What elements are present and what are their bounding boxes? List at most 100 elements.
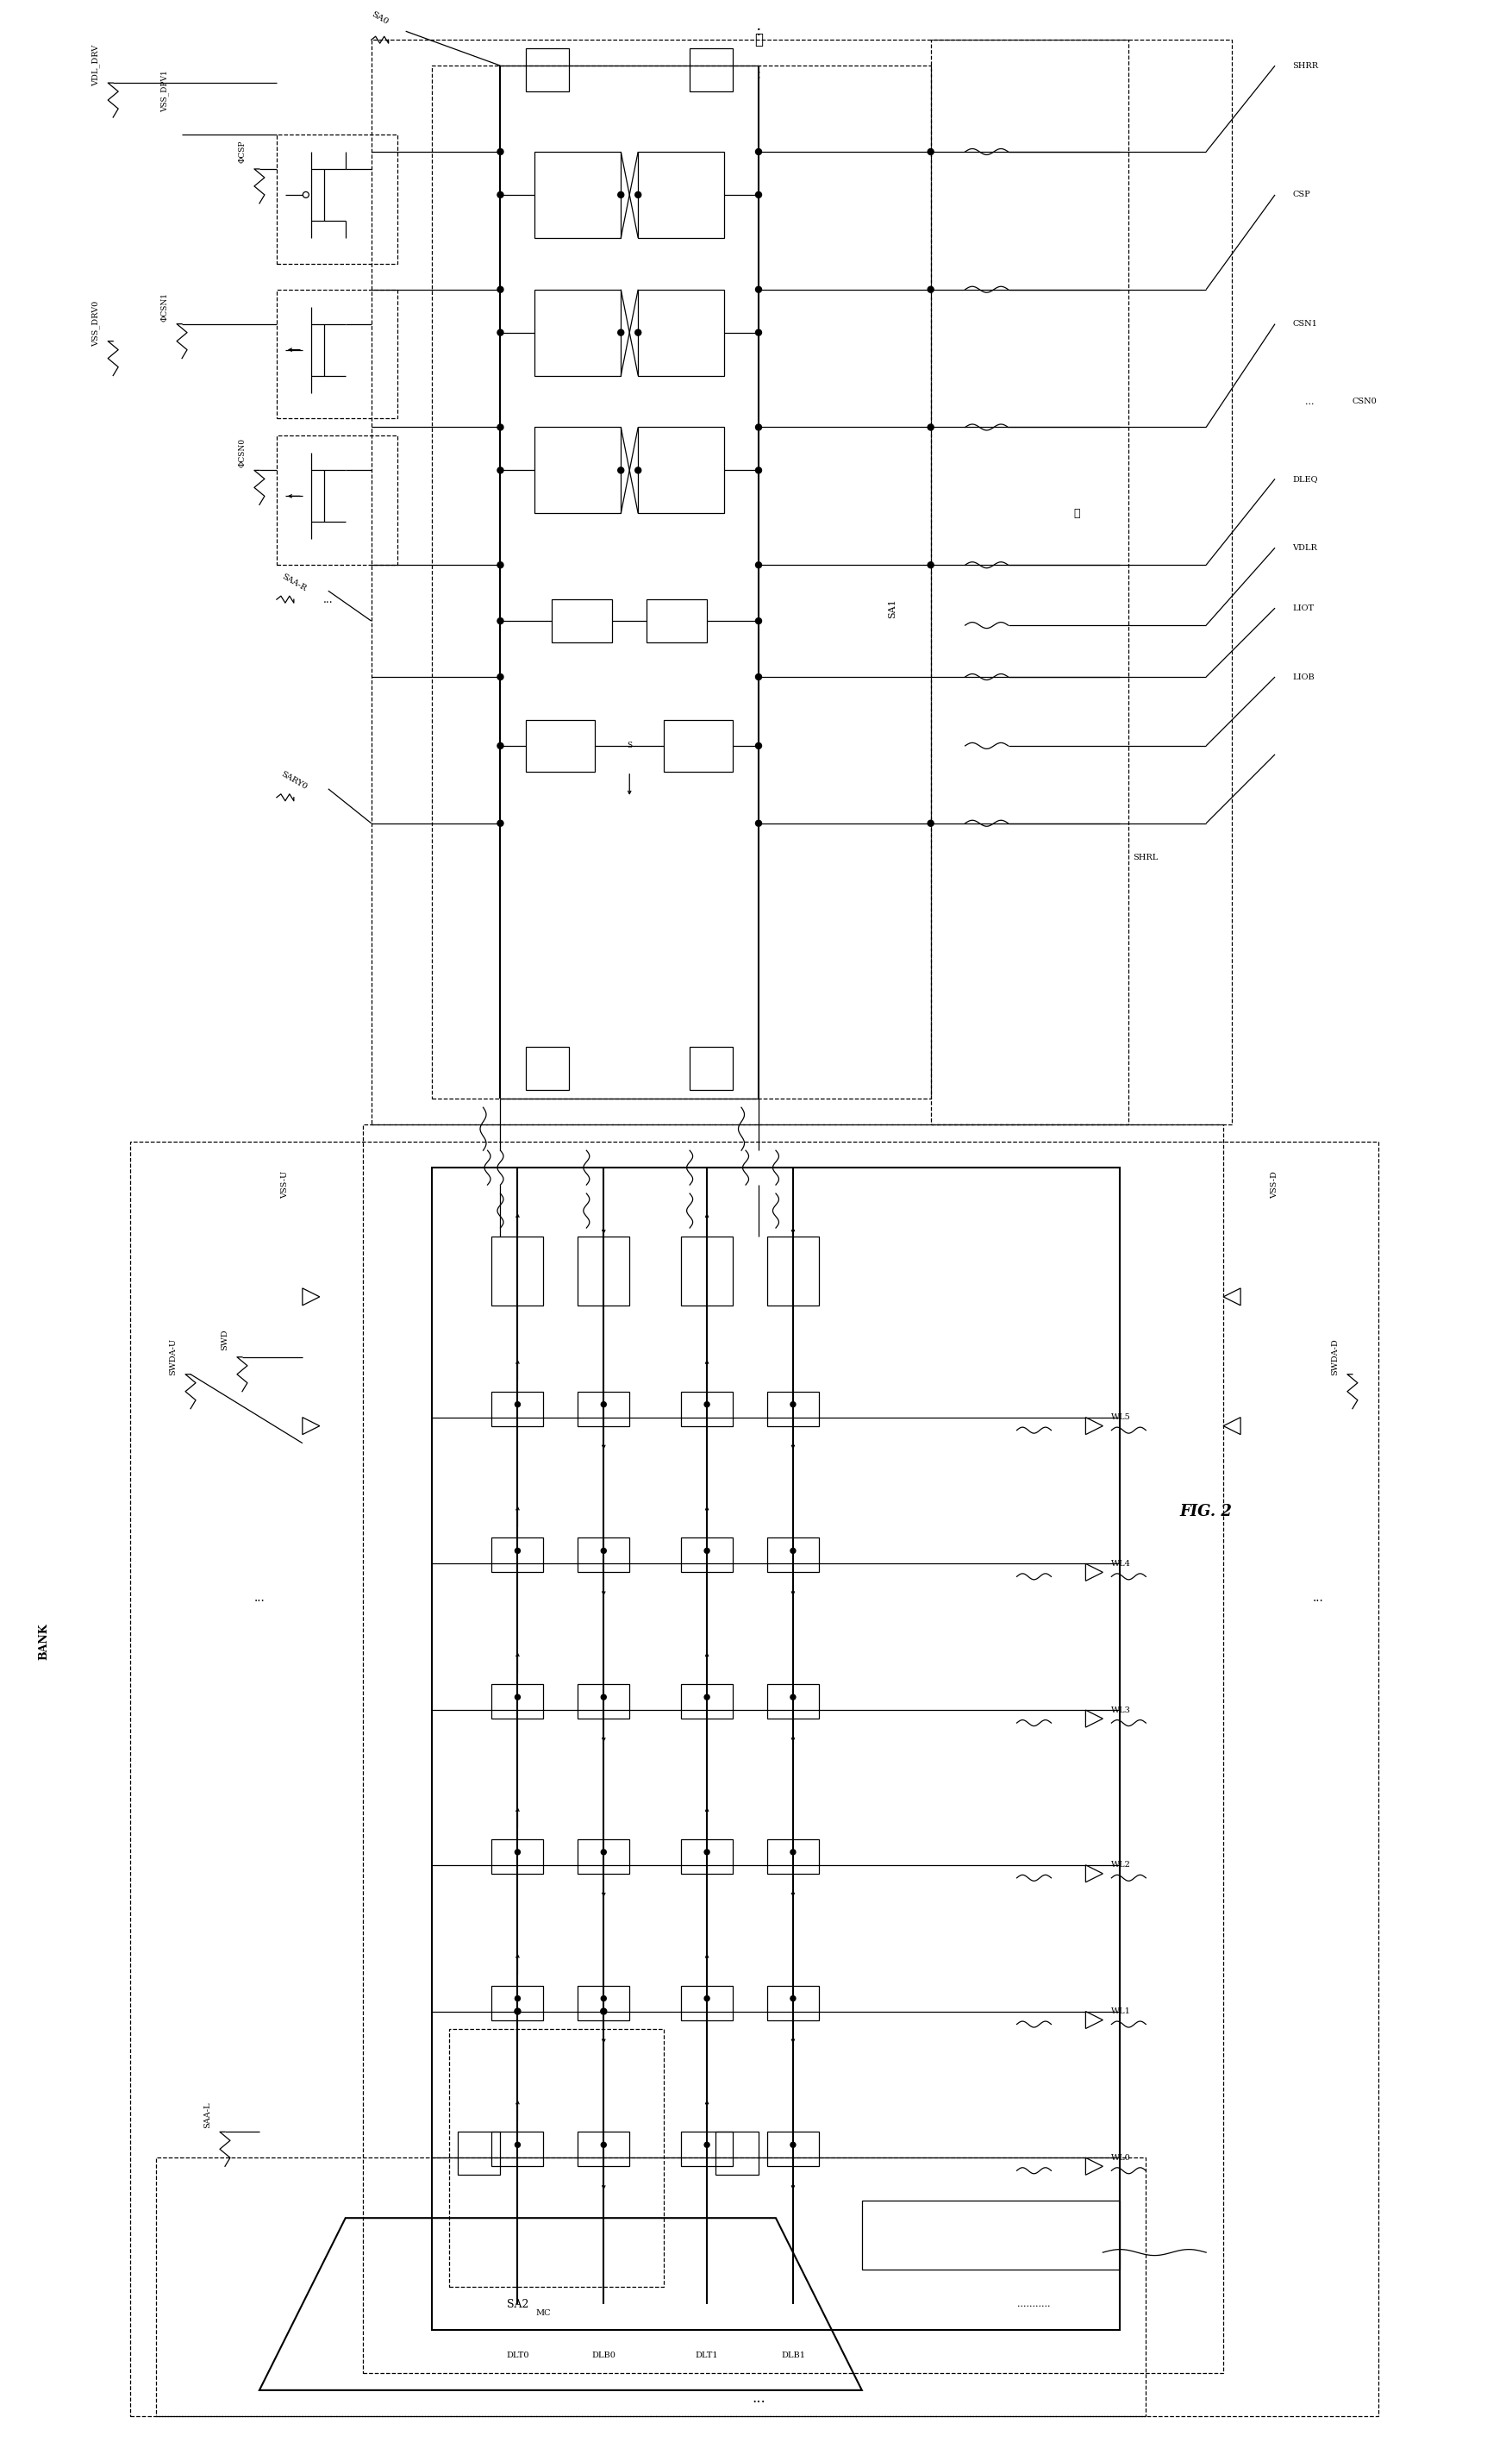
Text: CSP: CSP (1293, 192, 1309, 199)
Circle shape (756, 285, 762, 293)
Bar (130, 1142, 1379, 2417)
Circle shape (618, 192, 624, 197)
Circle shape (635, 468, 641, 473)
Circle shape (516, 1548, 520, 1553)
Circle shape (928, 561, 934, 568)
Text: ΦCSN0: ΦCSN0 (239, 438, 246, 468)
Bar (578, 1235, 629, 1304)
Text: DLEQ: DLEQ (1293, 475, 1317, 482)
Text: WL5: WL5 (1111, 1413, 1131, 1420)
Bar (680, 1235, 733, 1304)
Text: BANK: BANK (39, 1622, 50, 1659)
Bar (363, 1125, 1223, 2372)
Bar (680, 1390, 733, 1425)
Text: SHRL: SHRL (1132, 854, 1158, 861)
Text: SWD: SWD (221, 1329, 228, 1351)
Circle shape (600, 2008, 606, 2016)
Text: CSN1: CSN1 (1293, 320, 1317, 327)
Circle shape (602, 1696, 606, 1701)
Circle shape (705, 1548, 709, 1553)
Circle shape (602, 2141, 606, 2148)
Circle shape (516, 1696, 520, 1701)
Bar (526, 721, 596, 773)
Bar (491, 1838, 543, 1873)
Text: SA0: SA0 (370, 10, 390, 27)
Circle shape (756, 561, 762, 568)
Circle shape (602, 1403, 606, 1408)
Text: WL1: WL1 (1111, 2008, 1131, 2016)
Circle shape (928, 285, 934, 293)
Bar (491, 1390, 543, 1425)
Circle shape (756, 618, 762, 625)
Bar (767, 1235, 820, 1304)
Circle shape (791, 1851, 795, 1856)
Text: ...: ... (751, 2392, 765, 2407)
Bar (552, 600, 612, 642)
Circle shape (928, 148, 934, 155)
Bar (491, 1986, 543, 2020)
Bar (491, 1235, 543, 1304)
Bar (156, 2158, 1146, 2417)
Text: ΦCSN1: ΦCSN1 (160, 293, 169, 322)
Circle shape (497, 674, 503, 679)
Circle shape (756, 743, 762, 748)
Text: SA2: SA2 (507, 2299, 529, 2311)
Bar (491, 1683, 543, 1718)
Circle shape (756, 674, 762, 679)
Text: SARY0: SARY0 (280, 770, 308, 790)
Bar (689, 1046, 733, 1090)
Circle shape (497, 148, 503, 155)
Text: WL2: WL2 (1111, 1861, 1131, 1868)
Text: ...: ... (1312, 1592, 1323, 1605)
Bar (689, 49, 733, 91)
Text: SWDA-D: SWDA-D (1332, 1339, 1340, 1376)
Circle shape (602, 1851, 606, 1856)
Text: DLT0: DLT0 (507, 2353, 529, 2360)
Circle shape (497, 468, 503, 473)
Bar (372, 39, 1128, 1125)
Bar (647, 600, 708, 642)
Text: ...: ... (254, 1592, 265, 1605)
Bar (931, 39, 1232, 1125)
Bar (767, 1390, 820, 1425)
Text: VSS-U: VSS-U (281, 1171, 289, 1199)
Bar (535, 153, 621, 239)
Bar (578, 2131, 629, 2166)
Bar (862, 2200, 1120, 2269)
Bar (638, 290, 724, 377)
Circle shape (497, 743, 503, 748)
Circle shape (516, 1403, 520, 1408)
Circle shape (705, 1696, 709, 1701)
Circle shape (635, 330, 641, 335)
Text: ΦCSP: ΦCSP (239, 140, 246, 162)
Circle shape (602, 1996, 606, 2001)
Bar (680, 1986, 733, 2020)
Circle shape (791, 1996, 795, 2001)
Text: VSS_DPV1: VSS_DPV1 (160, 71, 169, 113)
Bar (457, 2131, 500, 2176)
Text: VDL_DRV: VDL_DRV (92, 44, 100, 86)
Circle shape (497, 330, 503, 335)
Text: WL3: WL3 (1111, 1705, 1131, 1713)
Text: S: S (627, 741, 632, 751)
Bar (578, 1838, 629, 1873)
Bar (638, 428, 724, 514)
Text: SHRR: SHRR (1293, 62, 1318, 69)
Text: WL0: WL0 (1111, 2153, 1131, 2161)
Circle shape (497, 192, 503, 197)
Text: ⋯: ⋯ (1074, 507, 1080, 519)
Bar (680, 1538, 733, 1573)
Circle shape (791, 1696, 795, 1701)
Circle shape (756, 192, 762, 197)
Bar (638, 153, 724, 239)
Bar (526, 1046, 569, 1090)
Text: LIOT: LIOT (1293, 603, 1314, 613)
Circle shape (705, 1403, 709, 1408)
Text: :: : (756, 25, 762, 39)
Bar (715, 2131, 759, 2176)
Circle shape (756, 423, 762, 431)
Bar (449, 2028, 664, 2286)
Circle shape (516, 1996, 520, 2001)
Circle shape (516, 1851, 520, 1856)
Circle shape (497, 423, 503, 431)
